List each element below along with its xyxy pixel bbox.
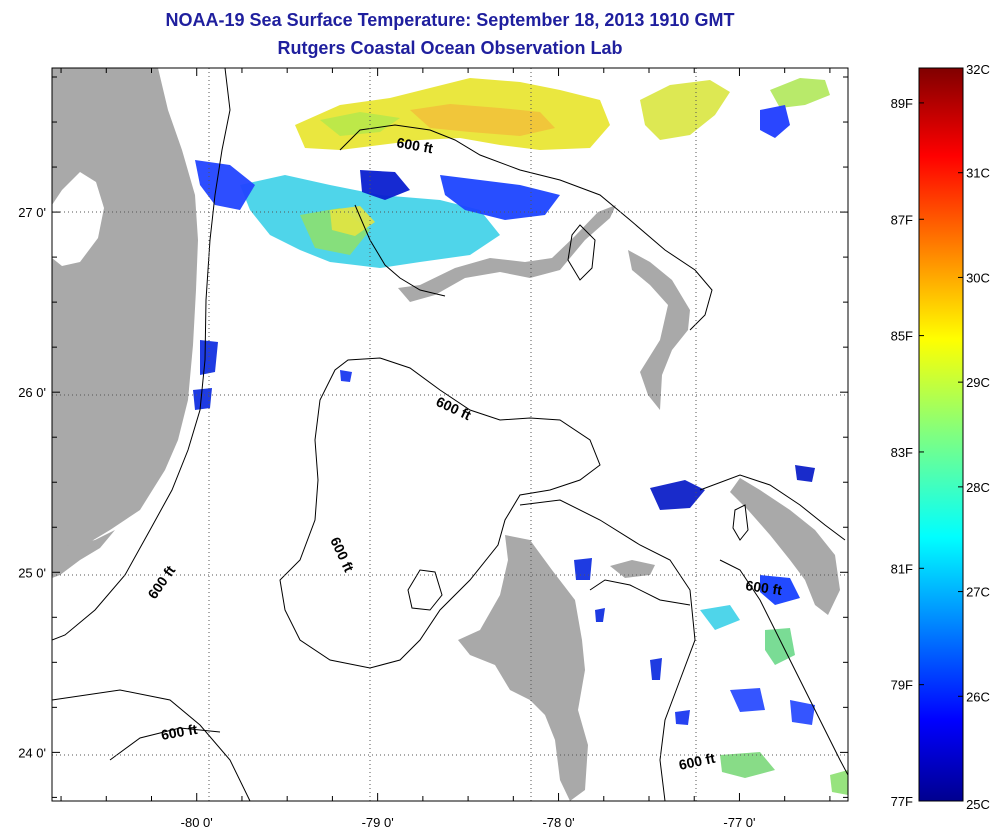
- colorbar-fahrenheit-labels: 89F 87F 85F 83F 81F 79F 77F: [891, 96, 913, 809]
- x-tick-label: -78 0': [542, 815, 574, 830]
- lake-okeechobee: [52, 172, 104, 266]
- lat-lon-grid: [52, 68, 848, 801]
- colorbar-f-label: 85F: [891, 329, 913, 344]
- colorbar-f-label: 87F: [891, 212, 913, 227]
- andros-land: [458, 535, 588, 801]
- y-tick-label: 26 0': [18, 385, 46, 400]
- isobath-contours: [52, 68, 848, 801]
- contour-label: 600 ft: [160, 721, 199, 743]
- abaco-land: [628, 250, 690, 410]
- grand-bahama-land: [398, 205, 616, 302]
- colorbar-f-label: 79F: [891, 678, 913, 693]
- colorbar-f-label: 77F: [891, 794, 913, 809]
- florida-keys: [52, 530, 115, 578]
- x-tick-label: -77 0': [723, 815, 755, 830]
- longitude-axis-labels: -80 0' -79 0' -78 0' -77 0': [181, 815, 756, 830]
- sst-colorbar: [918, 67, 964, 802]
- colorbar-c-label: 31C: [966, 166, 990, 181]
- colorbar-c-label: 26C: [966, 689, 990, 704]
- colorbar-c-label: 27C: [966, 585, 990, 600]
- x-tick-label: -79 0': [362, 815, 394, 830]
- colorbar-c-label: 32C: [966, 62, 990, 77]
- colorbar-celsius-labels: 32C 31C 30C 29C 28C 27C 26C 25C: [966, 62, 990, 812]
- colorbar-f-label: 81F: [891, 561, 913, 576]
- colorbar-c-label: 29C: [966, 375, 990, 390]
- eleuthera-land: [730, 478, 840, 615]
- map-subtitle: Rutgers Coastal Ocean Observation Lab: [277, 38, 623, 58]
- map-title: NOAA-19 Sea Surface Temperature: Septemb…: [165, 10, 735, 30]
- colorbar-f-label: 83F: [891, 445, 913, 460]
- contour-label: 600 ft: [395, 134, 434, 156]
- contour-label: 600 ft: [677, 750, 716, 773]
- y-tick-label: 25 0': [18, 565, 46, 580]
- colorbar-c-label: 25C: [966, 797, 990, 812]
- x-tick-label: -80 0': [181, 815, 213, 830]
- map-axis-ticks: [52, 68, 848, 801]
- colorbar-ticks: [919, 67, 963, 802]
- y-tick-label: 24 0': [18, 745, 46, 760]
- colorbar-c-label: 28C: [966, 480, 990, 495]
- map-frame: [51, 67, 849, 802]
- contour-label: 600 ft: [745, 577, 784, 598]
- new-providence-land: [610, 560, 655, 578]
- colorbar-f-label: 89F: [891, 96, 913, 111]
- colorbar-c-label: 30C: [966, 270, 990, 285]
- latitude-axis-labels: 27 0' 26 0' 25 0' 24 0': [18, 205, 46, 760]
- map-plot-area: 600 ft 600 ft 600 ft 600 ft 600 ft 600 f…: [52, 68, 848, 801]
- y-tick-label: 27 0': [18, 205, 46, 220]
